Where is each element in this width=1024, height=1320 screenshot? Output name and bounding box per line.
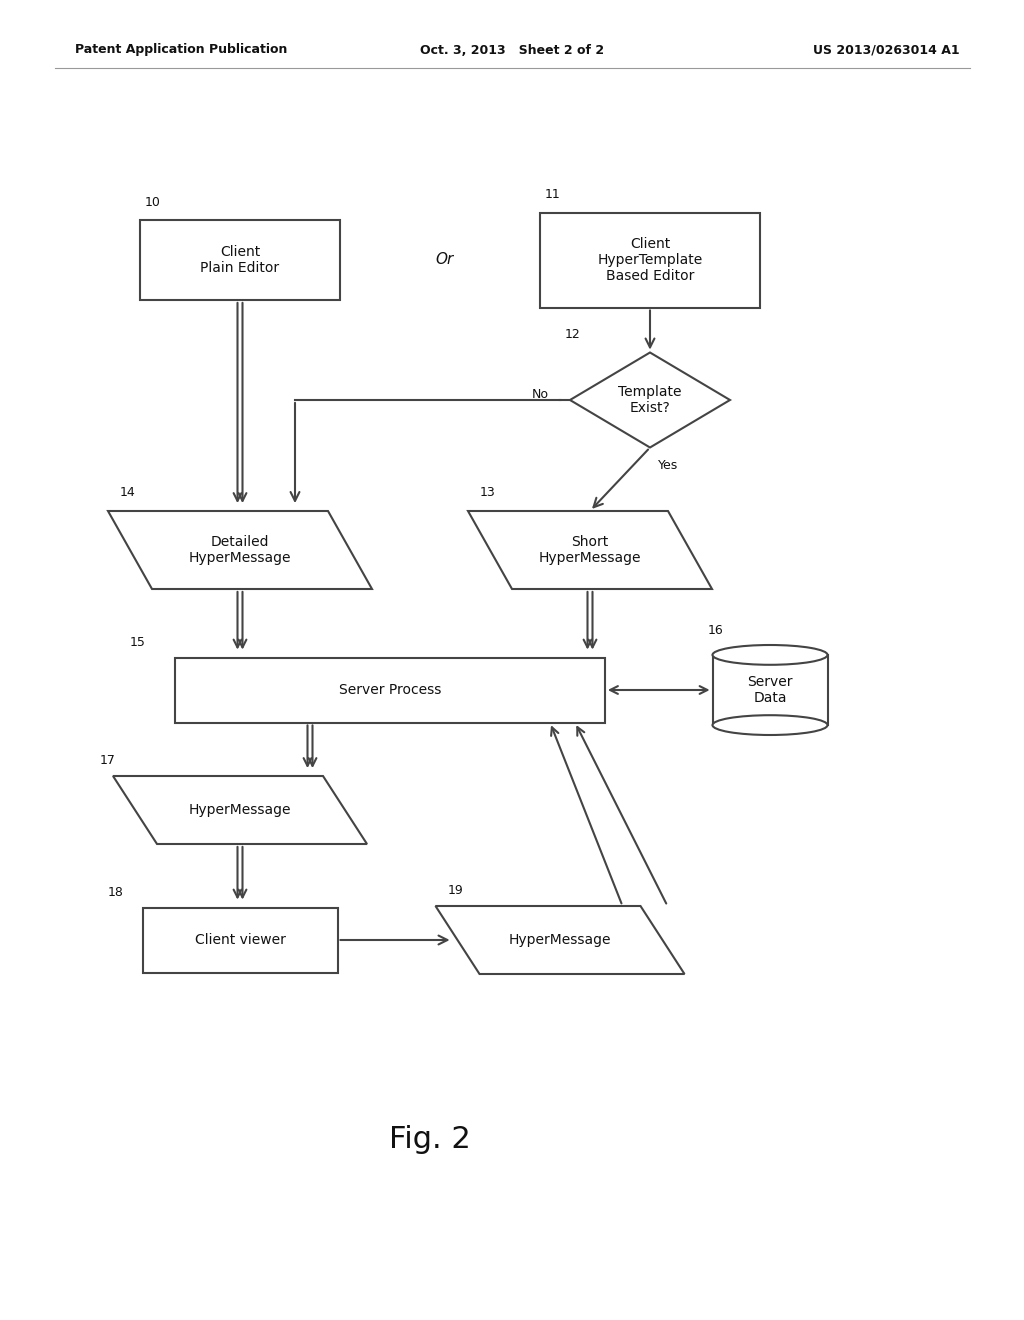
Text: Client
HyperTemplate
Based Editor: Client HyperTemplate Based Editor	[597, 236, 702, 284]
Polygon shape	[108, 511, 372, 589]
Text: 11: 11	[545, 187, 561, 201]
Text: HyperMessage: HyperMessage	[509, 933, 611, 946]
Text: No: No	[532, 388, 549, 401]
Text: 14: 14	[120, 487, 136, 499]
Text: Oct. 3, 2013   Sheet 2 of 2: Oct. 3, 2013 Sheet 2 of 2	[420, 44, 604, 57]
Text: Client viewer: Client viewer	[195, 933, 286, 946]
Text: 12: 12	[565, 327, 581, 341]
Ellipse shape	[713, 645, 827, 665]
Text: Patent Application Publication: Patent Application Publication	[75, 44, 288, 57]
Bar	[142, 908, 338, 973]
Text: Fig. 2: Fig. 2	[389, 1126, 471, 1155]
Polygon shape	[435, 906, 684, 974]
Text: 17: 17	[100, 755, 116, 767]
Text: Server Process: Server Process	[339, 682, 441, 697]
Bar	[540, 213, 760, 308]
Ellipse shape	[713, 715, 827, 735]
Text: Or: Or	[436, 252, 454, 268]
Text: 10: 10	[145, 195, 161, 209]
Text: US 2013/0263014 A1: US 2013/0263014 A1	[813, 44, 961, 57]
Text: Client
Plain Editor: Client Plain Editor	[201, 246, 280, 275]
Polygon shape	[570, 352, 730, 447]
Bar	[713, 655, 827, 725]
Text: Yes: Yes	[658, 459, 678, 473]
Text: Server
Data: Server Data	[748, 675, 793, 705]
Text: Detailed
HyperMessage: Detailed HyperMessage	[188, 535, 291, 565]
Text: 15: 15	[130, 636, 145, 649]
Bar	[175, 657, 605, 722]
Text: 13: 13	[480, 487, 496, 499]
Text: HyperMessage: HyperMessage	[188, 803, 291, 817]
Text: Short
HyperMessage: Short HyperMessage	[539, 535, 641, 565]
Text: 16: 16	[708, 623, 723, 636]
Text: Template
Exist?: Template Exist?	[618, 385, 682, 414]
Polygon shape	[468, 511, 712, 589]
Text: 19: 19	[447, 884, 463, 898]
Bar	[140, 220, 340, 300]
Text: 18: 18	[108, 886, 123, 899]
Polygon shape	[113, 776, 367, 843]
